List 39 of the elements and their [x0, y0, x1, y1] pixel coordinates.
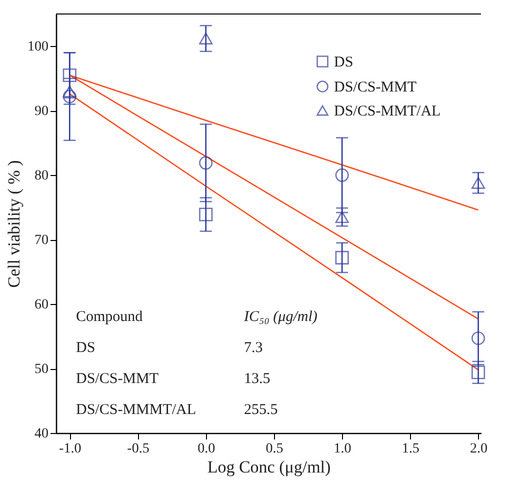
annotation: DS/CS-MMT: [76, 371, 159, 387]
annotation: DS/CS-MMMT/AL: [76, 402, 196, 418]
y-tick-label: 40: [34, 426, 48, 442]
point: [335, 168, 349, 182]
annotation: DS: [76, 340, 96, 356]
x-tick-label: 1.5: [402, 442, 420, 456]
point: [335, 211, 349, 224]
point: [199, 156, 213, 170]
y-tick-label: 100: [28, 40, 48, 55]
x-tick-label: 0.0: [198, 442, 216, 456]
y-tick-label: 80: [34, 168, 48, 184]
x-tick-label: -0.5: [127, 442, 150, 456]
x-tick-label: 0.5: [266, 442, 284, 456]
point: [472, 366, 486, 380]
annotation: 7.3: [244, 340, 263, 356]
y-tick-label: 50: [34, 362, 48, 378]
y-tick-label: 60: [34, 298, 48, 313]
legend-label: DS/CS-MMT/AL: [334, 104, 441, 120]
point: [199, 32, 213, 44]
x-tick-label: -1.0: [59, 442, 82, 456]
annotation: IC₅₀ (μg/ml): [243, 309, 318, 325]
point: [335, 250, 349, 264]
point: [472, 331, 486, 346]
legend-label: DS: [334, 54, 354, 70]
point: [62, 68, 76, 82]
x-tick-label: 2.0: [470, 442, 488, 456]
point: [199, 208, 213, 222]
legend-label: DS/CS-MMT: [334, 80, 417, 96]
point: [472, 176, 486, 189]
x-tick-label: 1.0: [334, 442, 352, 456]
y-tick-label: 70: [34, 233, 48, 248]
x-axis-title: Log Conc (μg/ml): [207, 458, 331, 476]
annotation: Compound: [76, 309, 144, 325]
y-tick-label: 90: [34, 104, 48, 120]
y-axis-title: Cell viability ( % ): [4, 160, 24, 288]
annotation: 13.5: [244, 371, 270, 387]
annotation: 255.5: [244, 402, 278, 418]
point: [62, 85, 76, 98]
point: [62, 90, 76, 104]
